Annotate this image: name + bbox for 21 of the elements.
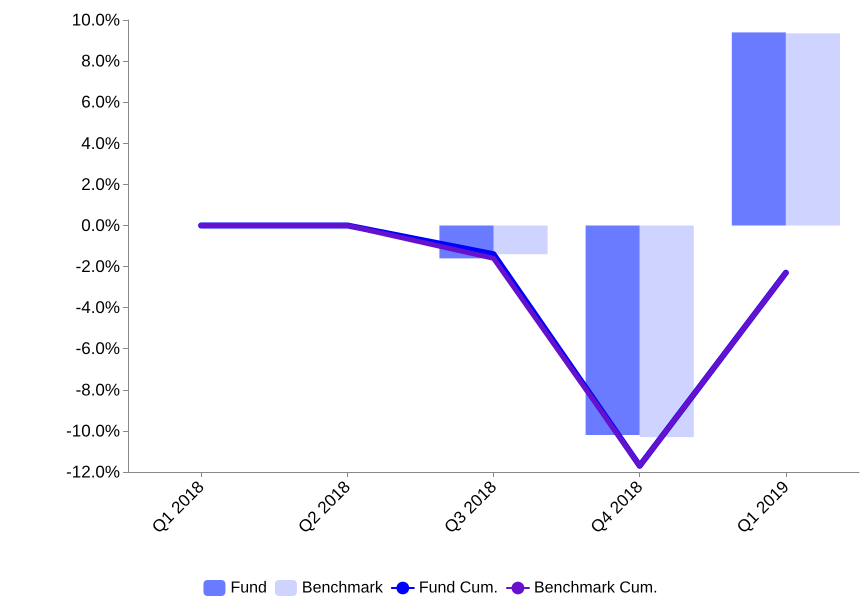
- y-tick-label: -4.0%: [76, 298, 120, 318]
- bar: [586, 225, 640, 436]
- y-tick-label: -12.0%: [66, 462, 120, 482]
- y-tick-label: 6.0%: [81, 92, 120, 112]
- y-tick-label: 4.0%: [81, 134, 120, 153]
- y-tick-label: -6.0%: [76, 339, 120, 358]
- y-tick-label: -10.0%: [66, 421, 120, 440]
- bar: [640, 225, 694, 438]
- y-tick-label: 2.0%: [81, 174, 120, 194]
- y-tick-label: -8.0%: [76, 380, 120, 400]
- y-tick-label: -2.0%: [76, 257, 120, 276]
- y-tick-label: 8.0%: [81, 52, 120, 71]
- bar: [786, 33, 840, 226]
- bar: [494, 225, 548, 254]
- legend-label: Fund Cum.: [418, 580, 498, 596]
- legend-label: Fund: [230, 580, 267, 596]
- legend-label: Benchmark: [302, 580, 384, 596]
- bar: [732, 32, 786, 226]
- legend-label: Benchmark Cum.: [534, 580, 658, 596]
- y-tick-label: 10.0%: [72, 10, 120, 30]
- y-tick-label: 0.0%: [81, 216, 120, 235]
